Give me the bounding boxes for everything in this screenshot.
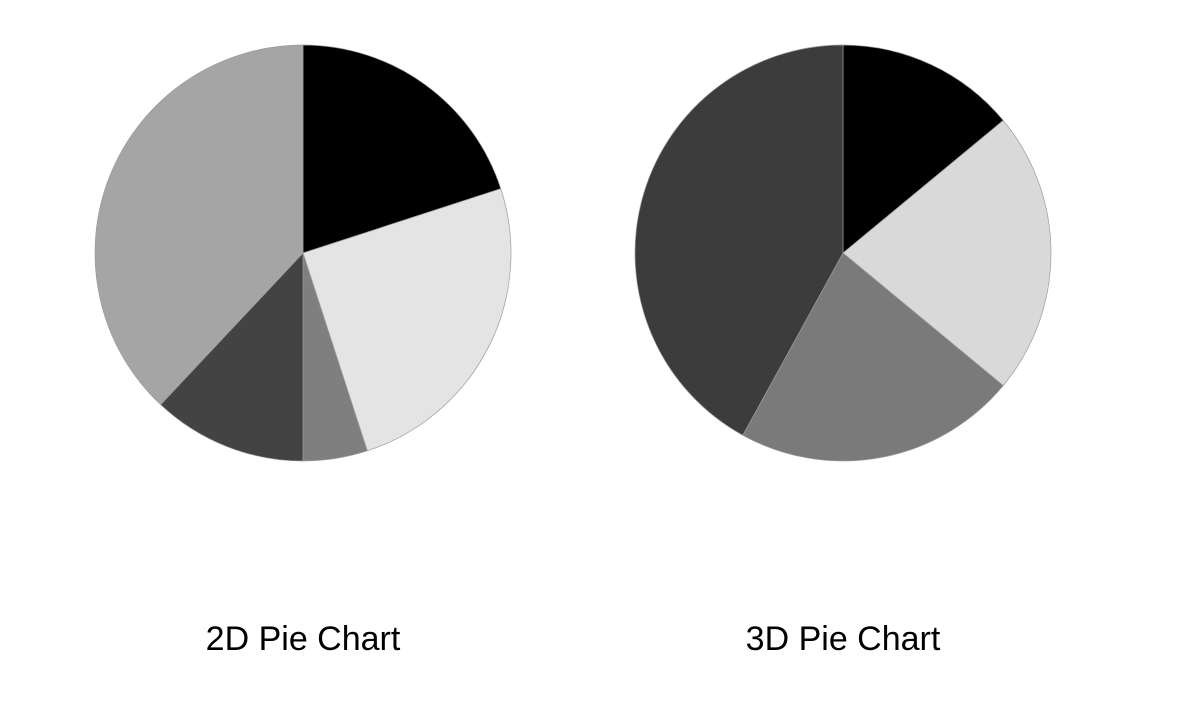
pie-chart-3d (0, 0, 1202, 540)
caption-2d: 2D Pie Chart (103, 620, 503, 659)
caption-3d: 3D Pie Chart (643, 620, 1043, 659)
chart-stage: 2D Pie Chart 3D Pie Chart (0, 0, 1202, 717)
